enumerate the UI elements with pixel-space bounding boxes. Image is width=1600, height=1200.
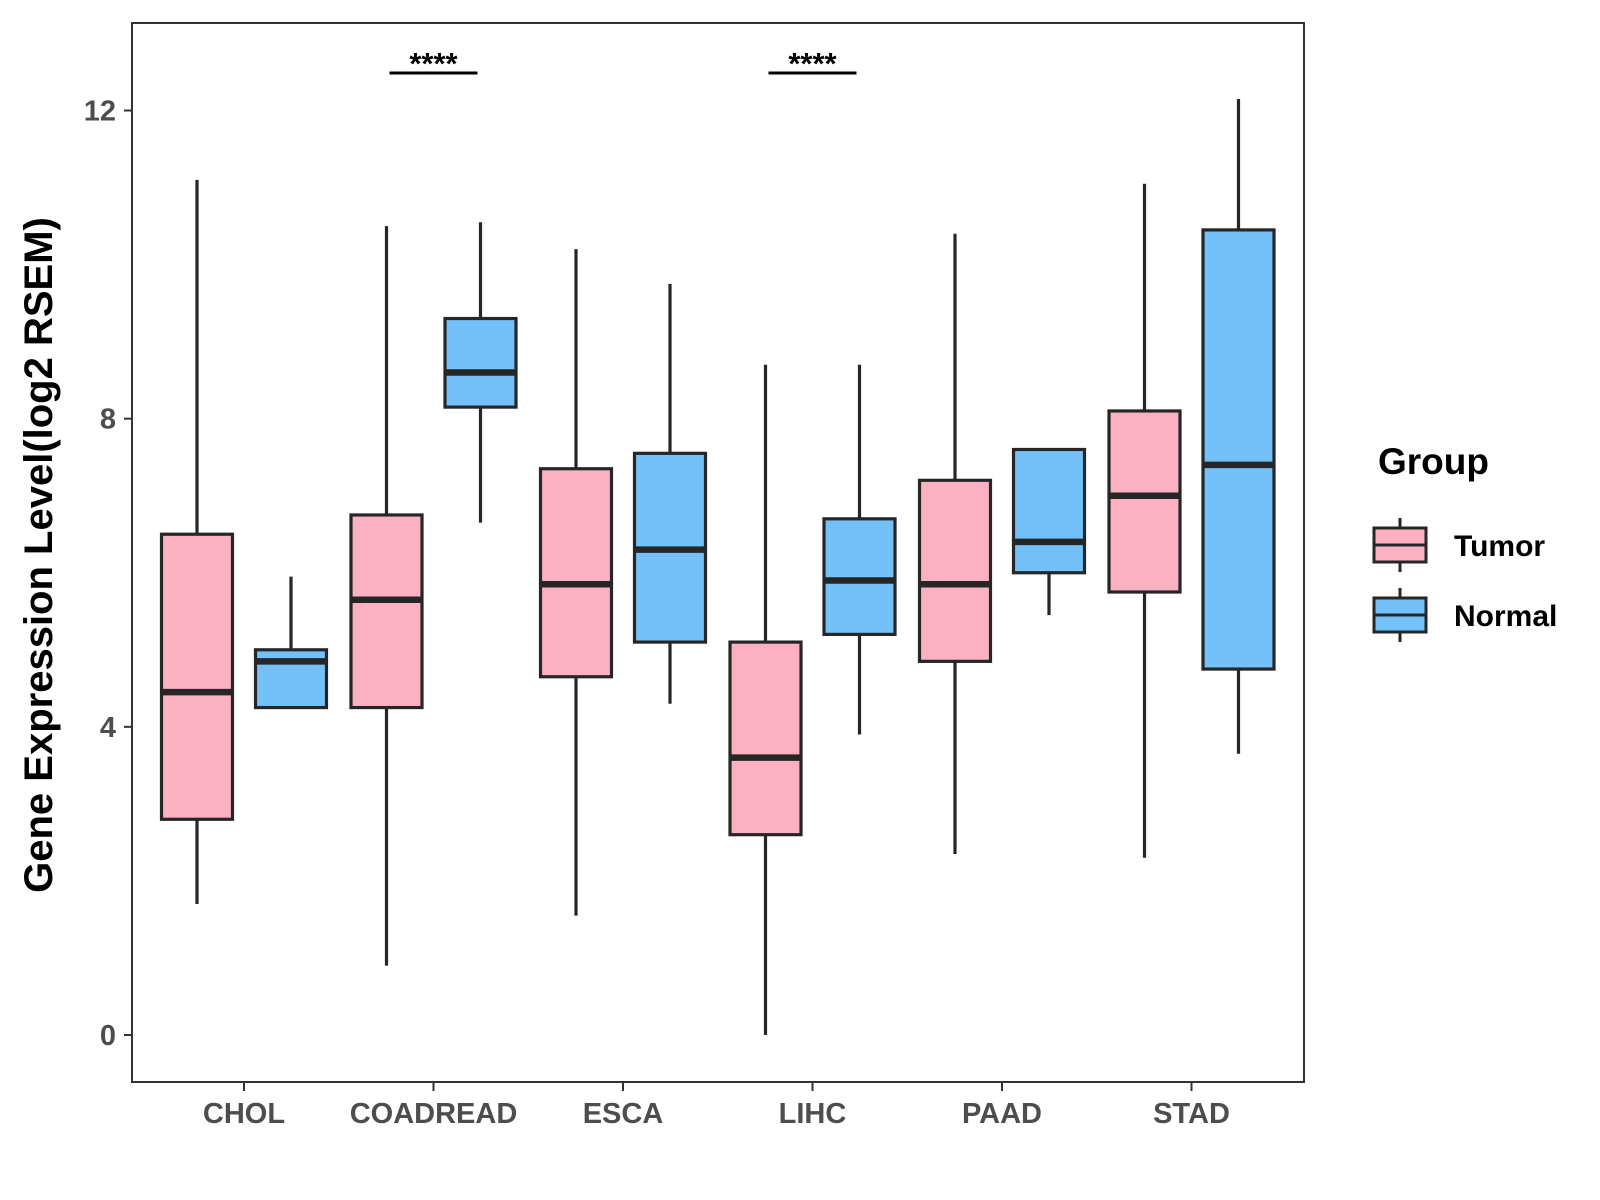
box-paad-normal xyxy=(1011,447,1087,616)
significance-label-coadread: **** xyxy=(409,46,458,81)
y-axis-title: Gene Expression Level(log2 RSEM) xyxy=(17,217,61,893)
legend-item-tumor: Tumor xyxy=(1372,518,1545,572)
box-rect-stad-normal xyxy=(1201,228,1276,671)
x-tick-label-coadread: COADREAD xyxy=(350,1098,518,1130)
box-stad-normal xyxy=(1201,98,1276,754)
x-tick-label-esca: ESCA xyxy=(583,1098,664,1130)
y-tick-label-12: 12 xyxy=(84,96,116,128)
box-rect-esca-tumor xyxy=(538,467,614,679)
box-rect-lihc-normal xyxy=(822,517,897,636)
y-tick-label-0: 0 xyxy=(100,1020,116,1052)
box-coadread-normal xyxy=(443,222,518,523)
x-tick-label-chol: CHOL xyxy=(203,1098,285,1130)
box-rect-paad-tumor xyxy=(917,478,993,663)
legend-item-normal: Normal xyxy=(1372,588,1557,642)
box-rect-chol-tumor xyxy=(159,532,235,821)
box-lihc-normal xyxy=(822,364,897,735)
box-esca-normal xyxy=(632,283,708,704)
box-paad-tumor xyxy=(917,233,993,854)
legend: Group Tumor Normal xyxy=(1372,441,1557,642)
y-tick-label-4: 4 xyxy=(100,712,116,744)
x-tick-label-stad: STAD xyxy=(1153,1098,1230,1130)
box-coadread-tumor xyxy=(349,226,424,966)
y-tick-label-8: 8 xyxy=(100,404,116,436)
box-lihc-tumor xyxy=(728,364,803,1035)
box-stad-tumor xyxy=(1107,183,1182,858)
axes: 0 4 8 12 CHOL COADREAD ESCA LIHC PAAD STAD xyxy=(84,96,1230,1131)
box-chol-normal xyxy=(253,576,329,710)
x-tick-label-lihc: LIHC xyxy=(779,1098,847,1130)
box-rect-coadread-normal xyxy=(443,316,518,409)
box-rect-paad-normal xyxy=(1011,447,1087,575)
legend-title: Group xyxy=(1378,441,1489,482)
box-rect-stad-tumor xyxy=(1107,409,1182,594)
box-rect-coadread-tumor xyxy=(349,513,424,710)
box-rect-lihc-tumor xyxy=(728,640,803,837)
legend-label-normal: Normal xyxy=(1454,600,1557,633)
legend-label-tumor: Tumor xyxy=(1454,530,1545,563)
plot-area: **** **** xyxy=(131,22,1305,1083)
box-esca-tumor xyxy=(538,249,614,916)
x-tick-label-paad: PAAD xyxy=(962,1098,1042,1130)
box-chol-tumor xyxy=(159,179,235,905)
significance-label-lihc: **** xyxy=(788,46,837,81)
